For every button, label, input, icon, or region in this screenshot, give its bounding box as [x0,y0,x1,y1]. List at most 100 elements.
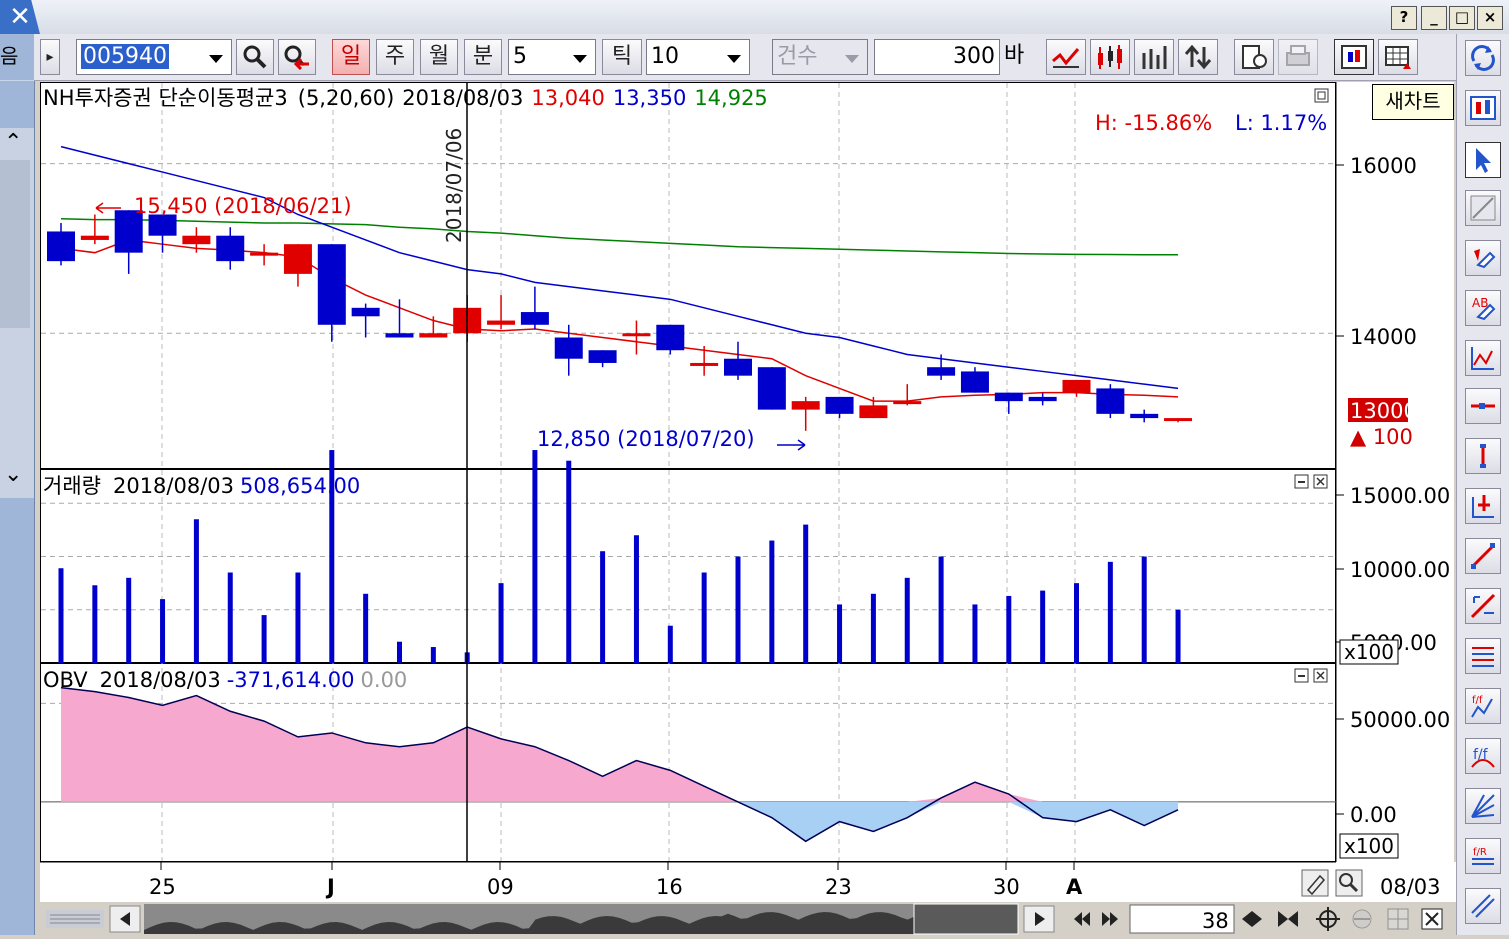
candle-body [520,312,549,325]
date-label-09: 09 [487,875,514,899]
zoom-count-value: 38 [1202,909,1229,933]
search-history-button[interactable] [278,39,316,75]
zoom-fit-icon[interactable] [1242,911,1262,927]
panel-maximize-icon[interactable] [1314,88,1329,103]
candle-body [825,396,854,414]
eraser-icon[interactable] [1352,909,1372,929]
scroll-up-icon[interactable]: ⌃ [4,130,23,155]
crosshair-icon[interactable] [1316,907,1340,931]
document-icon [1242,45,1267,69]
period-minute-button[interactable]: 분 [464,39,502,75]
help-button[interactable]: ? [1391,6,1417,30]
candle-body [1096,388,1125,414]
maximize-button[interactable]: □ [1449,6,1475,30]
up-down-arrows-icon [1184,44,1212,70]
volume-bar [904,577,910,663]
candle-layer [47,210,1193,431]
volume-bar [532,450,538,663]
refresh-tool-button[interactable] [1465,40,1501,76]
candle-body [1062,379,1091,393]
candle-body [791,401,820,410]
line-draw-button[interactable] [1465,538,1501,574]
candle-body [385,333,414,338]
period-day-button[interactable]: 일 [332,39,370,75]
expand-icon[interactable] [1278,911,1298,927]
date-label-july: J [325,875,335,899]
value-axis: 16000 14000 13000 ▲ 100 15000.00 10000.0… [1335,82,1454,862]
current-price-label: 13000 [1350,399,1417,423]
price-tick-14000: 14000 [1350,325,1417,349]
volume-bar [295,572,301,663]
volume-panel-controls[interactable] [1294,474,1328,489]
count-combo[interactable]: 건수 [772,39,868,75]
fibonacci-fan-button[interactable]: f/f [1465,688,1501,724]
volume-bar [227,572,233,663]
grid-settings-icon[interactable] [1387,908,1409,930]
close-button[interactable]: × [1477,6,1503,30]
volume-bar [126,577,132,663]
chart-area[interactable]: 2018/07/06 NH투자증권 단순이동평균3 (5,20,60) 2018/0… [40,82,1337,863]
split-view-button[interactable] [1334,39,1374,75]
search-button[interactable] [236,39,274,75]
fibonacci-retracement-button[interactable]: f/R [1465,838,1501,874]
indicator-tool-button[interactable] [1465,90,1501,126]
period-week-button[interactable]: 주 [376,39,414,75]
candle-chart-button[interactable] [1090,39,1130,75]
date-axis-svg: 25 J 09 16 23 30 A 08/03 [40,861,1441,899]
gann-fan-button[interactable] [1465,788,1501,824]
scroll-down-icon[interactable]: ⌄ [4,462,23,487]
minute-interval-combo[interactable]: 5 [508,39,596,75]
date-axis: 25 J 09 16 23 30 A 08/03 [40,861,1456,902]
stock-code-combo[interactable]: 005940 [76,39,232,75]
fibonacci-arc-button[interactable]: f/f [1465,738,1501,774]
copy-chart-button[interactable] [1234,39,1274,75]
text-tool-button[interactable]: AB [1465,290,1501,326]
close-panel-icon[interactable] [1421,908,1443,930]
fibonacci-tool-button[interactable] [1465,190,1501,226]
zoom-count-input[interactable] [1129,904,1235,934]
parallel-lines-button[interactable] [1465,638,1501,674]
refresh-icon [1471,45,1495,71]
candle-body [216,235,245,262]
candle-body [1164,418,1193,422]
cross-line-button[interactable] [1465,488,1501,524]
channel-tool-button[interactable] [1465,888,1501,924]
tick-interval-combo[interactable]: 10 [646,39,750,75]
low-annotation: 12,850 (2018/07/20) [537,427,755,451]
ma20-line [60,145,1179,390]
horizontal-line-button[interactable] [1465,388,1501,424]
sort-toggle-button[interactable] [1178,39,1218,75]
angle-tool-button[interactable] [1465,588,1501,624]
candle-body [351,307,380,317]
minimize-button[interactable]: _ [1421,6,1447,30]
svg-text:AB: AB [1472,296,1488,310]
print-button[interactable] [1278,39,1318,75]
svg-text:f/f: f/f [1472,695,1483,706]
table-view-button[interactable] [1378,39,1418,75]
volume-bar [1107,561,1113,663]
expand-panel-button[interactable]: ▸ [40,39,60,75]
tick-button[interactable]: 틱 [602,39,642,75]
obv-panel-controls[interactable] [1294,668,1328,683]
indicator-icon [1470,96,1496,120]
ma60-line [60,217,1179,256]
select-tool-button[interactable] [1465,142,1501,178]
drag-handle-icon[interactable] [46,910,104,928]
diagonal-line-icon [1471,543,1495,569]
draw-tool-button[interactable] [1301,869,1329,897]
bar-chart-button[interactable] [1134,39,1174,75]
jump-end-icon[interactable] [1102,912,1118,926]
bar-count-input[interactable]: 300 [874,39,1000,75]
jump-start-icon[interactable] [1074,912,1090,926]
search-back-icon [284,45,309,71]
overview-window[interactable] [913,903,1019,935]
left-scroll-thumb[interactable] [0,160,30,328]
overview-sparkline [144,912,914,934]
vertical-line-button[interactable] [1465,438,1501,474]
trend-tool-button[interactable] [1465,340,1501,376]
volume-tick-10000: 10000.00 [1350,558,1450,582]
pencil-icon [1306,874,1326,896]
eraser-tool-button[interactable] [1465,240,1501,276]
period-month-button[interactable]: 월 [420,39,458,75]
line-chart-button[interactable] [1046,39,1086,75]
